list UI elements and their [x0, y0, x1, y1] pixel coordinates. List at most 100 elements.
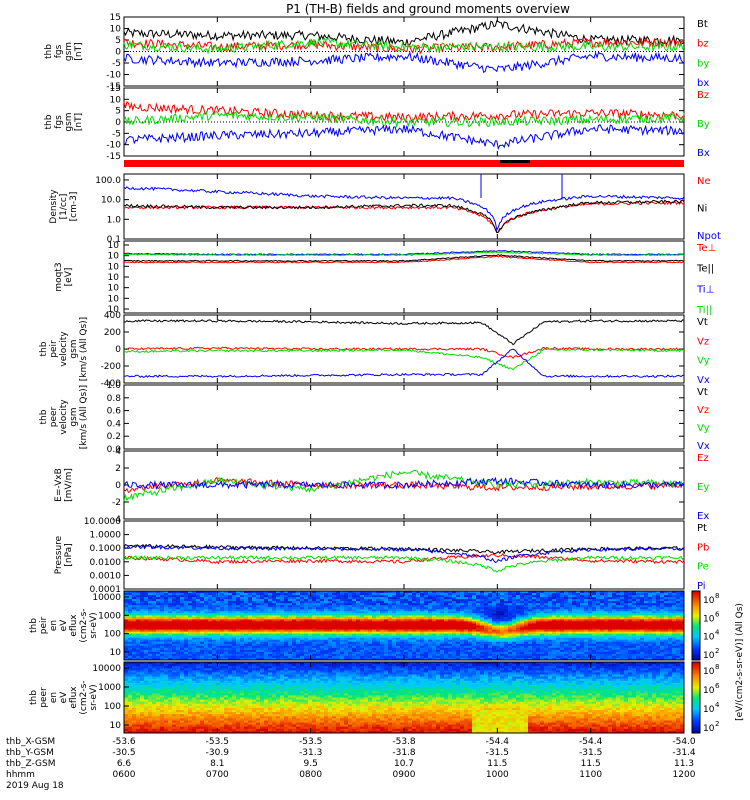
peir_spectrogram-cell	[668, 609, 673, 612]
peir_spectrogram-cell	[628, 649, 633, 653]
peir_spectrogram-cell	[308, 597, 313, 600]
peir_spectrogram-cell	[416, 619, 421, 622]
peir_spectrogram-cell	[620, 593, 625, 596]
peir_spectrogram-cell	[152, 595, 157, 598]
peir_spectrogram-cell	[124, 658, 129, 661]
peir_spectrogram-cell	[580, 615, 585, 618]
peir_spectrogram-cell	[184, 627, 189, 630]
peir_spectrogram-cell	[400, 599, 405, 602]
peir_spectrogram-cell	[444, 623, 449, 626]
peir_spectrogram-cell	[392, 633, 397, 636]
peir_spectrogram-cell	[352, 643, 357, 647]
peir_spectrogram-cell	[308, 609, 313, 612]
peir_spectrogram-cell	[568, 653, 573, 657]
peir_spectrogram-cell	[592, 647, 597, 651]
peir_spectrogram-cell	[648, 611, 653, 614]
peir_spectrogram-cell	[220, 615, 225, 618]
peir_spectrogram-cell	[560, 627, 565, 630]
peir_spectrogram-cell	[428, 595, 433, 598]
peir_spectrogram-cell	[612, 595, 617, 598]
peir_spectrogram-cell	[504, 649, 509, 653]
peir_spectrogram-cell	[652, 591, 657, 594]
peir_spectrogram-cell	[616, 607, 621, 610]
peir_spectrogram-cell	[536, 619, 541, 622]
peir_spectrogram-cell	[420, 635, 425, 638]
peir_spectrogram-cell	[156, 647, 161, 651]
peir_spectrogram-cell	[180, 623, 185, 626]
peir_spectrogram-cell	[352, 615, 357, 618]
peir_spectrogram-cell	[312, 613, 317, 616]
peir_spectrogram-cell	[332, 621, 337, 624]
peir_spectrogram-cell	[348, 649, 353, 653]
peir_spectrogram-cell	[632, 619, 637, 622]
peir_spectrogram-cell	[136, 645, 141, 649]
peir_spectrogram-cell	[452, 641, 457, 645]
peir_spectrogram-cell	[288, 609, 293, 612]
peir_spectrogram-cell	[324, 595, 329, 598]
peir_spectrogram-cell	[492, 591, 497, 594]
peir_spectrogram-cell	[632, 647, 637, 651]
peir_spectrogram-cell	[152, 621, 157, 624]
peir_spectrogram-cell	[576, 651, 581, 655]
peir_spectrogram-cell	[236, 655, 241, 659]
peir_spectrogram-cell	[304, 651, 309, 655]
peir_spectrogram-cell	[540, 649, 545, 653]
peir_spectrogram-cell	[324, 591, 329, 594]
peir_spectrogram-cell	[608, 651, 613, 655]
peir_spectrogram-cell	[248, 629, 253, 632]
peir_spectrogram-cell	[616, 591, 621, 594]
peir_spectrogram-cell	[456, 643, 461, 647]
peir_spectrogram-cell	[536, 649, 541, 653]
peir_spectrogram-cell	[592, 623, 597, 626]
peir_spectrogram-cell	[268, 633, 273, 636]
peir_spectrogram-cell	[168, 658, 173, 661]
peir_spectrogram-cell	[264, 655, 269, 659]
peir_spectrogram-cell	[528, 601, 533, 604]
peir_spectrogram-cell	[576, 643, 581, 647]
peir_spectrogram-cell	[380, 619, 385, 622]
peir_spectrogram-cell	[132, 641, 137, 645]
peir_spectrogram-cell	[252, 627, 257, 630]
peir_spectrogram-cell	[516, 658, 521, 661]
peir_spectrogram-cell	[132, 653, 137, 657]
peir_spectrogram-cell	[252, 601, 257, 604]
peir_spectrogram-cell	[632, 609, 637, 612]
peir_spectrogram-cell	[280, 607, 285, 610]
peir_spectrogram-cell	[256, 605, 261, 608]
peir_spectrogram-cell	[332, 649, 337, 653]
peir_spectrogram-cell	[664, 658, 669, 661]
peir_spectrogram-cell	[588, 635, 593, 638]
peir_spectrogram-cell	[648, 641, 653, 645]
peir_spectrogram-cell	[348, 603, 353, 606]
peir_spectrogram-cell	[424, 617, 429, 620]
peir_spectrogram-cell	[360, 607, 365, 610]
peir_spectrogram-cell	[532, 615, 537, 618]
peir_spectrogram-cell	[584, 631, 589, 634]
peir_spectrogram-cell	[348, 611, 353, 614]
peir_spectrogram-cell	[332, 651, 337, 655]
peir_spectrogram-cell	[276, 605, 281, 608]
peir_spectrogram-cell	[124, 605, 129, 608]
peir_spectrogram-cell	[372, 633, 377, 636]
peir_spectrogram-cell	[372, 637, 377, 641]
peir_spectrogram-cell	[200, 651, 205, 655]
peir_spectrogram-cell	[288, 625, 293, 628]
fgs_gsm-series-Bt	[123, 19, 685, 47]
peir_spectrogram-cell	[372, 617, 377, 620]
peir_spectrogram-cell	[216, 615, 221, 618]
peir_spectrogram-cell	[264, 631, 269, 634]
peir_spectrogram-cell	[352, 617, 357, 620]
peir_spectrogram-cell	[484, 647, 489, 651]
peir_spectrogram-cell	[660, 621, 665, 624]
peir_spectrogram-cell	[632, 591, 637, 594]
peir_spectrogram-cell	[272, 629, 277, 632]
peir_spectrogram-cell	[200, 601, 205, 604]
peir_spectrogram-cell	[364, 623, 369, 626]
peir_spectrogram-cell	[600, 611, 605, 614]
peir_spectrogram-cell	[436, 627, 441, 630]
peir_spectrogram-cell	[312, 595, 317, 598]
peir_spectrogram-cell	[284, 615, 289, 618]
peir_spectrogram-cell	[572, 627, 577, 630]
peir_spectrogram-cell	[460, 647, 465, 651]
peir_spectrogram-cell	[544, 649, 549, 653]
